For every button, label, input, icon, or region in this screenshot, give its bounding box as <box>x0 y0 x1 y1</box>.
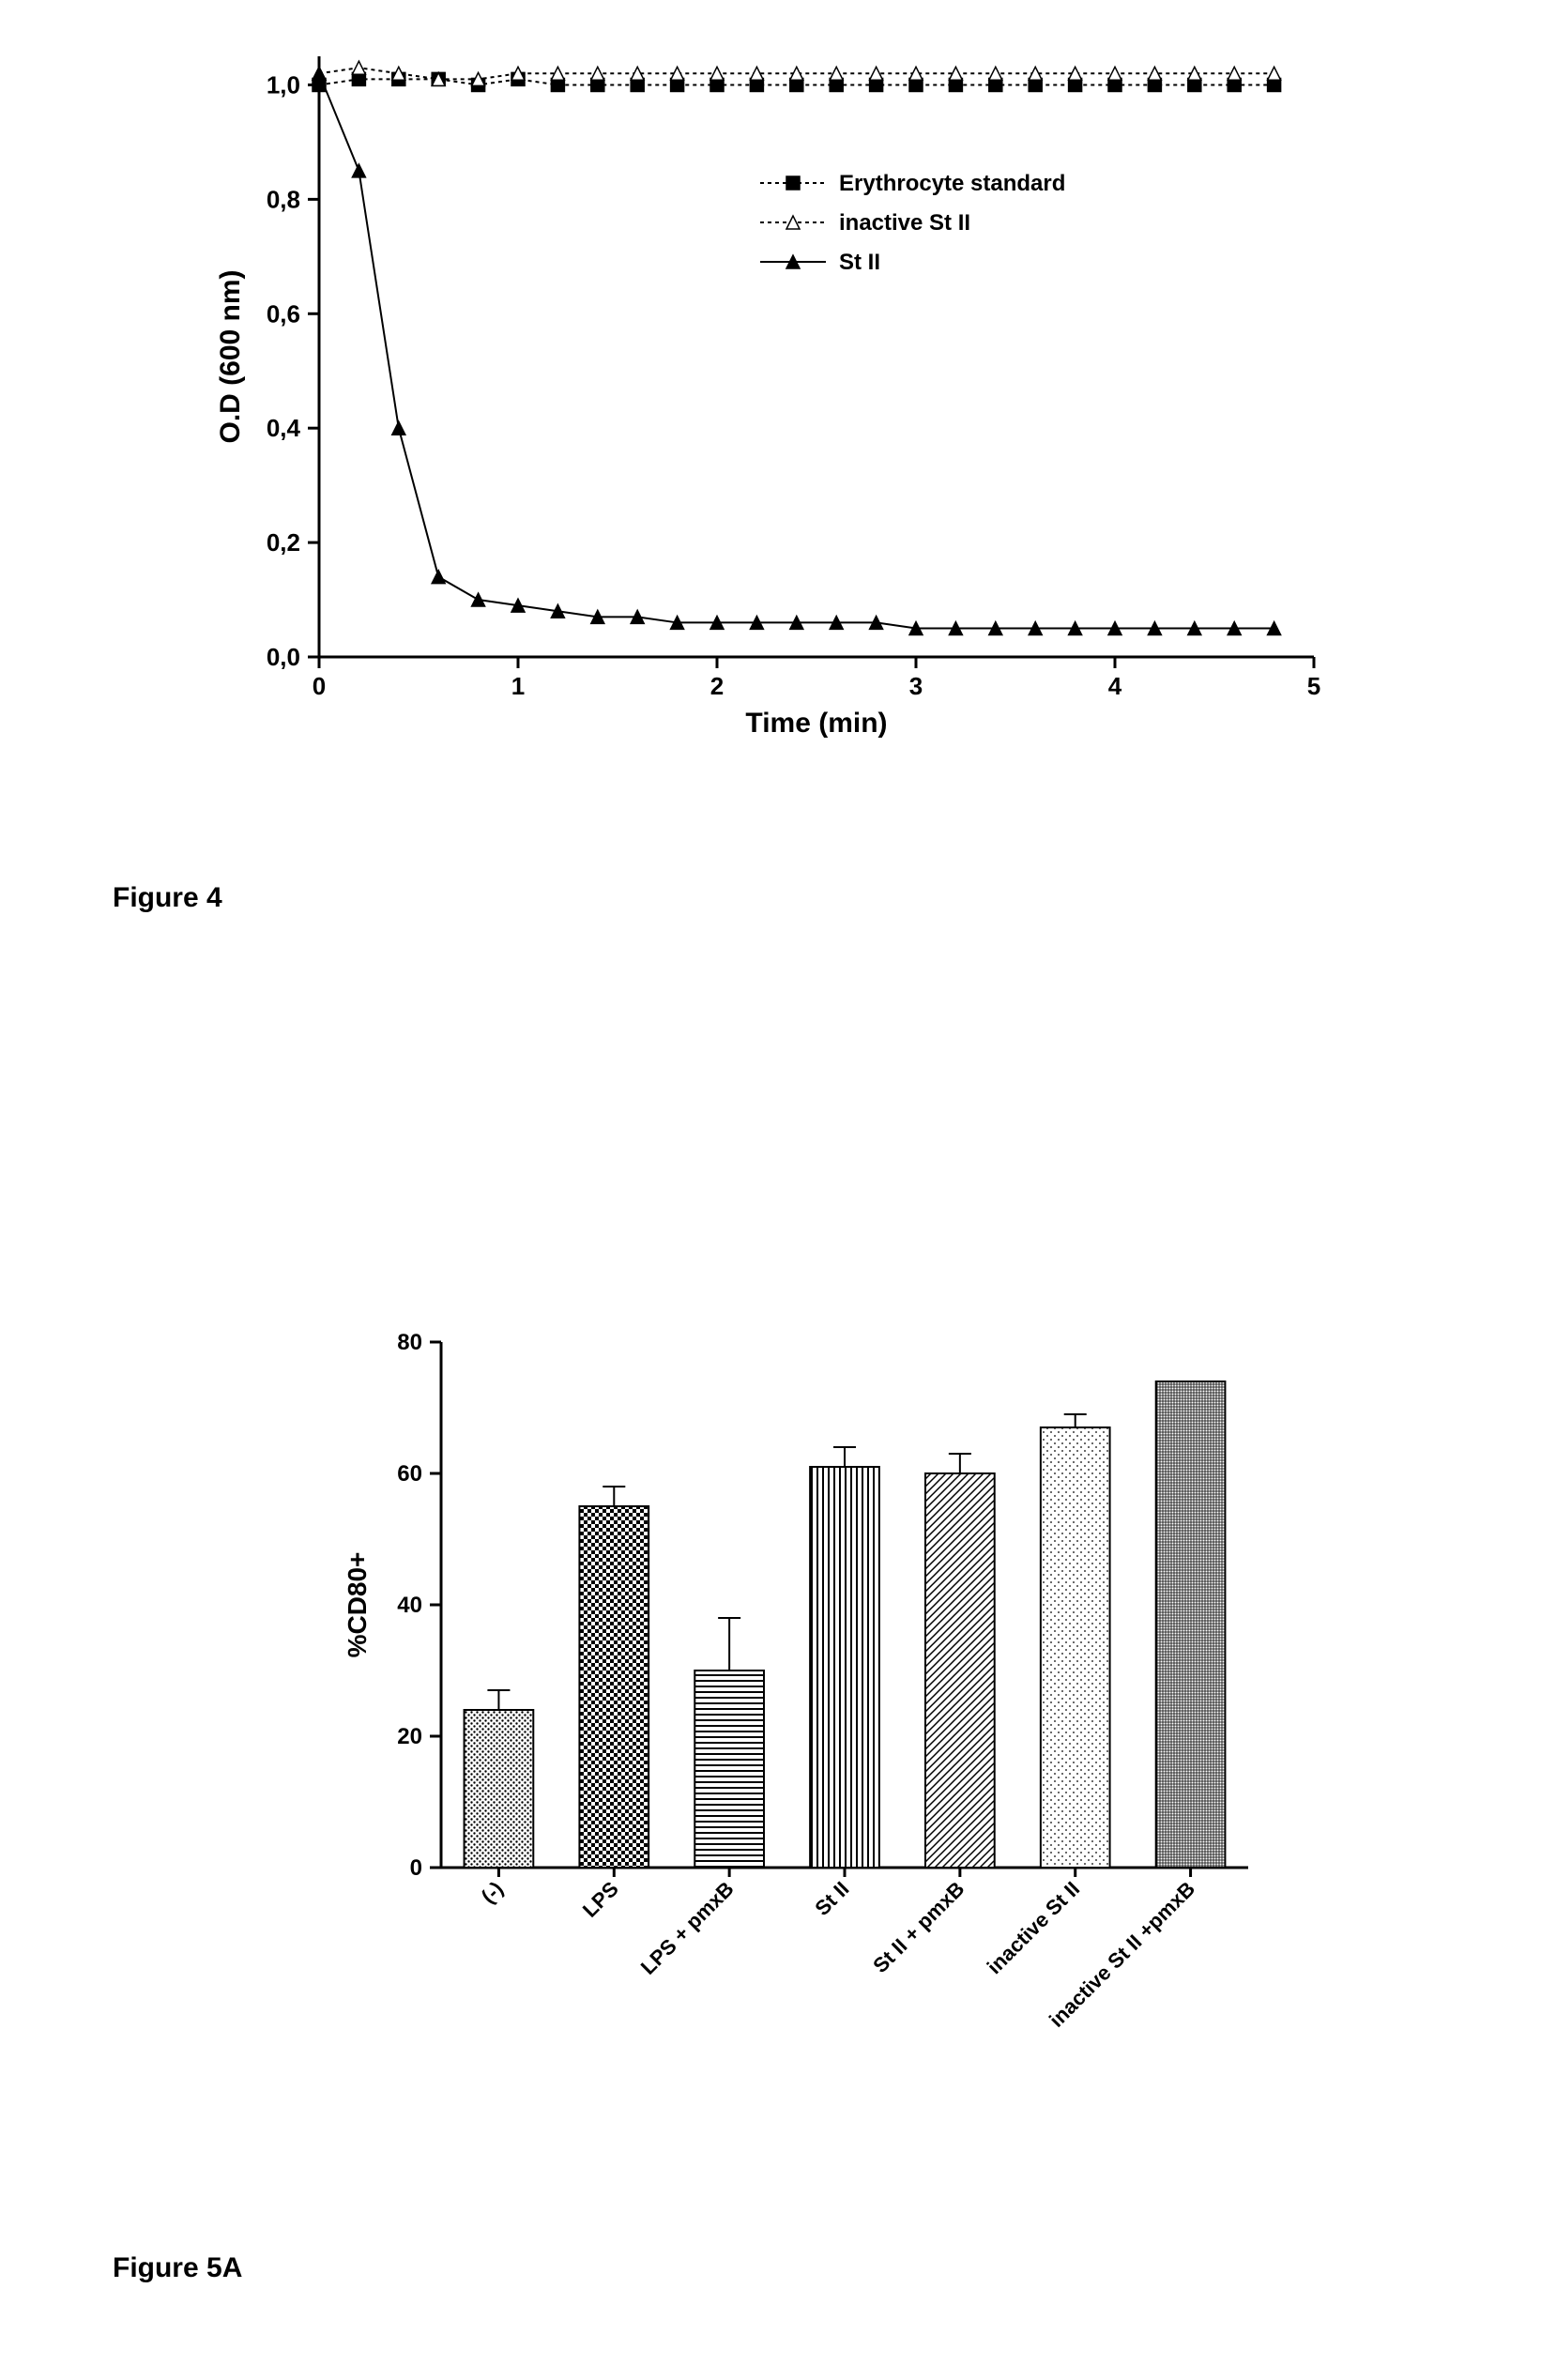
svg-text:20: 20 <box>397 1724 422 1749</box>
svg-text:St II: St II <box>839 250 880 275</box>
figure5a-label: Figure 5A <box>113 2252 242 2284</box>
svg-text:LPS + pmxB: LPS + pmxB <box>636 1877 739 1979</box>
svg-text:2: 2 <box>710 672 724 700</box>
svg-text:St II + pmxB: St II + pmxB <box>868 1877 969 1977</box>
svg-text:0,8: 0,8 <box>267 185 300 213</box>
svg-text:0,2: 0,2 <box>267 528 300 557</box>
svg-text:St II: St II <box>810 1877 853 1920</box>
svg-text:80: 80 <box>397 1330 422 1355</box>
figure5a-chart: 0 20 40 60 80 %CD80+ (-) LPS LPS + pmxB St II St I… <box>310 1314 1436 2252</box>
svg-text:inactive St II: inactive St II <box>983 1877 1084 1978</box>
svg-text:0,6: 0,6 <box>267 299 300 328</box>
page: 0,0 0,2 0,4 0,6 0,8 1,0 0 1 2 3 4 5 Time (min) O.D (6… <box>0 0 1541 2380</box>
svg-text:0: 0 <box>313 672 326 700</box>
figure4-label: Figure 4 <box>113 882 222 914</box>
svg-text:Erythrocyte standard: Erythrocyte standard <box>839 171 1065 196</box>
svg-text:4: 4 <box>1108 672 1122 700</box>
svg-text:1,0: 1,0 <box>267 70 300 99</box>
svg-text:(-): (-) <box>477 1877 508 1908</box>
svg-text:3: 3 <box>909 672 923 700</box>
figure4-chart: 0,0 0,2 0,4 0,6 0,8 1,0 0 1 2 3 4 5 Time (min) O.D (6… <box>206 19 1427 788</box>
svg-text:Time (min): Time (min) <box>745 708 887 739</box>
svg-text:0,0: 0,0 <box>267 643 300 671</box>
svg-text:0,4: 0,4 <box>267 414 301 442</box>
svg-text:5: 5 <box>1307 672 1320 700</box>
svg-text:60: 60 <box>397 1461 422 1487</box>
svg-text:inactive St II: inactive St II <box>839 210 970 236</box>
svg-text:40: 40 <box>397 1593 422 1618</box>
svg-text:0: 0 <box>410 1855 422 1881</box>
svg-text:O.D (600 nm): O.D (600 nm) <box>215 269 246 443</box>
svg-text:%CD80+: %CD80+ <box>343 1552 372 1658</box>
svg-text:LPS: LPS <box>578 1877 623 1922</box>
svg-text:1: 1 <box>511 672 525 700</box>
